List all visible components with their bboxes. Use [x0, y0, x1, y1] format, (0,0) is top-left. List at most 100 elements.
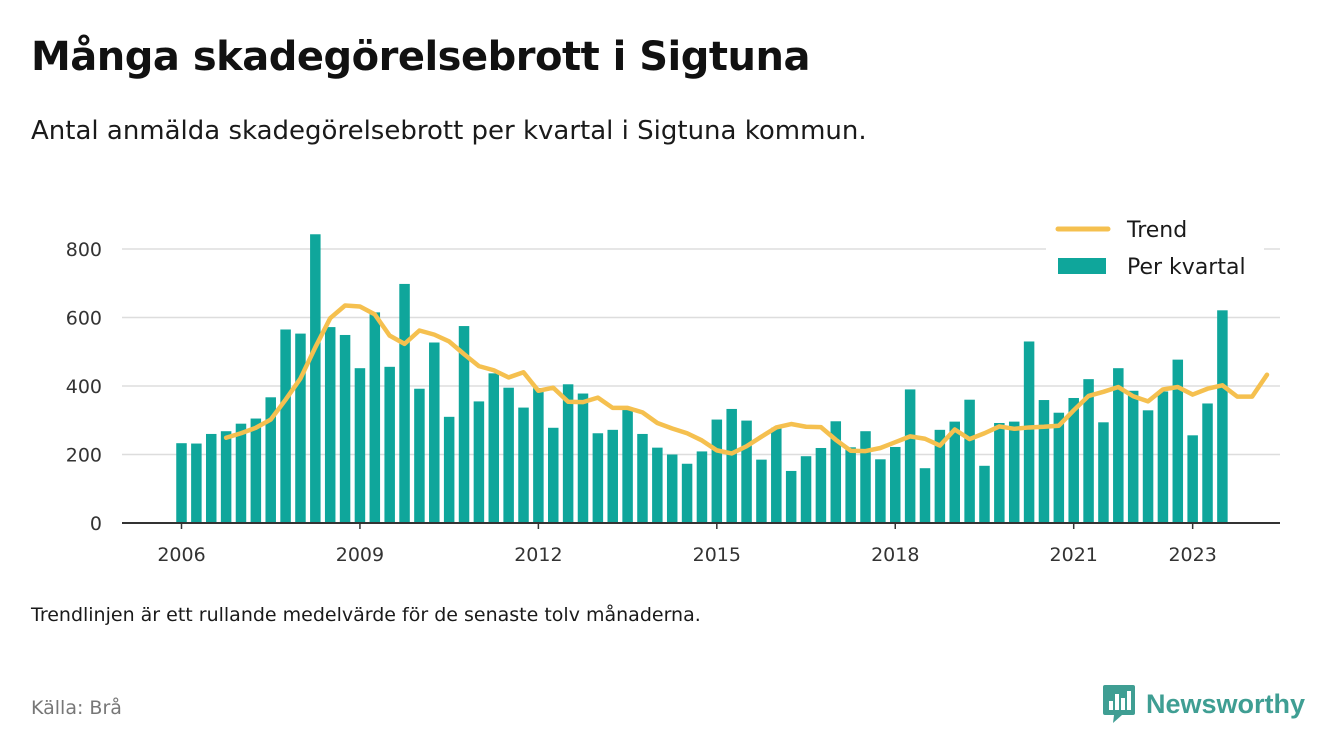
bar-67 — [1172, 359, 1184, 523]
bar-13 — [369, 312, 381, 523]
bar-59 — [1053, 412, 1065, 523]
y-tick-label-600: 600 — [66, 308, 102, 330]
bar-23 — [518, 407, 529, 523]
bar-0 — [176, 443, 187, 523]
chart-subtitle: Antal anmälda skadegörelsebrott per kvar… — [31, 116, 867, 146]
bar-36 — [711, 419, 723, 523]
bar-55 — [994, 422, 1005, 523]
axis-layer: 0 200 400 600 800 2006 2009 2012 2015 2018 2021 202… — [66, 239, 1280, 566]
bar-27 — [577, 393, 589, 523]
bar-58 — [1038, 400, 1050, 523]
bar-25 — [548, 427, 559, 523]
legend-bars-swatch — [1058, 258, 1106, 274]
newsworthy-logo-icon — [1103, 685, 1135, 723]
bar-17 — [429, 342, 440, 523]
trend-layer — [223, 303, 1270, 456]
bar-62 — [1098, 422, 1109, 523]
legend-trend-label: Trend — [1126, 218, 1187, 243]
bar-43 — [815, 447, 827, 523]
x-tick-label-2012: 2012 — [514, 544, 562, 566]
y-tick-label-800: 800 — [66, 239, 102, 261]
source-label: Källa: Brå — [31, 697, 122, 719]
bar-3 — [220, 431, 232, 523]
bar-57 — [1023, 341, 1035, 523]
bar-31 — [637, 433, 648, 523]
x-tick-label-2023: 2023 — [1168, 544, 1216, 566]
bar-5 — [250, 418, 262, 523]
bar-33 — [666, 454, 678, 523]
y-tick-label-400: 400 — [66, 376, 102, 398]
bar-9 — [310, 234, 321, 523]
bar-39 — [756, 459, 767, 523]
bar-2 — [205, 433, 217, 523]
trend-line — [223, 303, 1270, 456]
x-tick-label-2021: 2021 — [1050, 544, 1098, 566]
bar-21 — [488, 373, 500, 523]
bar-11 — [339, 334, 351, 523]
bar-35 — [696, 451, 708, 523]
bar-26 — [562, 384, 574, 523]
bar-47 — [875, 459, 886, 523]
bar-42 — [800, 456, 812, 523]
bar-48 — [890, 446, 901, 523]
bar-70 — [1217, 310, 1228, 523]
bar-56 — [1008, 421, 1020, 523]
newsworthy-brand-name: Newsworthy — [1146, 688, 1306, 719]
bar-51 — [934, 429, 946, 523]
bar-19 — [458, 326, 470, 523]
bar-66 — [1157, 391, 1169, 523]
bar-12 — [354, 368, 366, 523]
bar-34 — [681, 463, 693, 523]
bar-50 — [919, 468, 931, 523]
bar-69 — [1202, 403, 1213, 523]
bar-37 — [726, 408, 737, 523]
bar-18 — [443, 416, 455, 523]
bar-29 — [607, 429, 618, 523]
bar-24 — [533, 388, 544, 523]
x-tick-label-2018: 2018 — [871, 544, 919, 566]
bar-41 — [785, 470, 797, 523]
bar-20 — [473, 401, 485, 523]
bar-7 — [280, 329, 291, 523]
bar-14 — [384, 366, 395, 523]
legend-background — [1046, 210, 1264, 292]
bar-1 — [191, 443, 202, 523]
bar-53 — [964, 399, 975, 523]
bar-64 — [1127, 390, 1139, 523]
bar-8 — [295, 333, 306, 523]
y-tick-label-0: 0 — [90, 513, 102, 535]
bar-32 — [652, 447, 663, 523]
x-tick-label-2009: 2009 — [336, 544, 384, 566]
bar-46 — [860, 431, 871, 523]
bar-4 — [235, 423, 247, 523]
bar-10 — [324, 327, 336, 523]
bar-65 — [1142, 410, 1154, 523]
bar-30 — [622, 409, 633, 523]
bar-45 — [845, 447, 856, 523]
chart: 0 200 400 600 800 2006 2009 2012 2015 2018 2021 202… — [65, 210, 1280, 566]
legend-bars-label: Per kvartal — [1127, 255, 1246, 280]
bar-28 — [592, 433, 604, 523]
bar-54 — [979, 465, 990, 523]
bar-49 — [904, 389, 916, 523]
chart-title: Många skadegörelsebrott i Sigtuna — [31, 34, 810, 80]
x-tick-label-2006: 2006 — [157, 544, 205, 566]
bar-61 — [1083, 379, 1094, 523]
bars-layer — [176, 234, 1228, 523]
bar-40 — [771, 427, 782, 523]
bar-60 — [1068, 397, 1079, 523]
bar-22 — [503, 387, 514, 523]
bar-38 — [741, 420, 752, 523]
trend-note: Trendlinjen är ett rullande medelvärde f… — [31, 604, 701, 626]
bar-15 — [399, 283, 410, 523]
newsworthy-logo[interactable]: Newsworthy — [1102, 683, 1305, 725]
bar-63 — [1113, 368, 1124, 523]
bar-6 — [265, 397, 276, 523]
bar-52 — [949, 421, 960, 523]
y-tick-label-200: 200 — [66, 445, 102, 467]
legend: Trend Per kvartal — [1046, 210, 1264, 292]
bar-68 — [1187, 435, 1198, 523]
bar-16 — [414, 388, 425, 523]
bar-44 — [830, 421, 842, 523]
x-tick-label-2015: 2015 — [693, 544, 741, 566]
